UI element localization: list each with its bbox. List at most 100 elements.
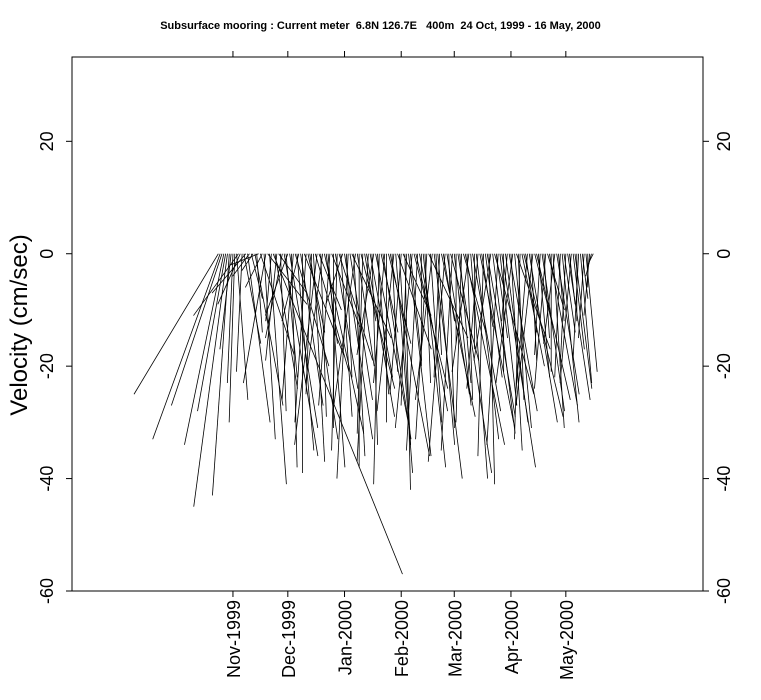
velocity-stick [400, 253, 408, 406]
velocity-stick [281, 253, 300, 322]
velocity-stick [356, 253, 375, 367]
velocity-stick [451, 253, 470, 372]
velocity-stick [523, 253, 564, 417]
velocity-stick [364, 253, 377, 322]
y-tick-label-right: -20 [714, 353, 734, 379]
velocity-stick [448, 253, 455, 429]
x-axis: Nov-1999 Dec-1999 Jan-2000 Feb-2000 Mar-2000… [224, 51, 577, 680]
velocity-stick [488, 253, 496, 485]
velocity-stick [427, 253, 446, 462]
velocity-stick [325, 253, 344, 305]
velocity-stick [404, 253, 411, 490]
velocity-stick [406, 253, 419, 451]
velocity-stick [559, 253, 567, 367]
velocity-stick [408, 253, 432, 457]
velocity-stick [525, 253, 538, 333]
velocity-stick [283, 253, 319, 457]
velocity-stick [336, 253, 349, 479]
y-axis-right: -60 -40 -20 0 20 [703, 131, 734, 604]
velocity-stick [547, 253, 565, 311]
velocity-stick [375, 253, 410, 429]
velocity-stick [437, 253, 456, 445]
x-tick-label: Dec-1999 [279, 600, 299, 678]
velocity-stick [515, 253, 528, 389]
velocity-stick [373, 253, 386, 384]
velocity-stick [197, 253, 227, 412]
velocity-stick [294, 253, 307, 423]
velocity-stick [536, 253, 571, 400]
velocity-stick [534, 253, 541, 355]
velocity-stick [236, 253, 249, 400]
velocity-stick [152, 253, 221, 440]
velocity-stick [559, 253, 572, 384]
velocity-stick [415, 253, 433, 400]
velocity-stick [486, 253, 516, 417]
velocity-stick [269, 253, 287, 485]
velocity-stick [413, 253, 449, 389]
velocity-stick [528, 253, 558, 423]
velocity-stick [305, 253, 323, 384]
velocity-stick [230, 253, 259, 266]
x-tick-label: Nov-1999 [224, 600, 244, 678]
velocity-stick [281, 253, 294, 400]
y-tick-label-right: -60 [714, 578, 734, 604]
velocity-stick [274, 253, 298, 389]
y-tick-label-right: 20 [714, 131, 734, 151]
velocity-stick [455, 253, 462, 423]
velocity-stick [572, 253, 585, 350]
velocity-stick [391, 253, 399, 372]
velocity-stick [495, 253, 508, 339]
velocity-stick [236, 253, 243, 372]
velocity-stick [473, 253, 492, 361]
velocity-stick [171, 253, 223, 406]
stick-vectors [133, 253, 598, 575]
velocity-stick [265, 253, 272, 322]
velocity-stick [133, 253, 219, 395]
velocity-stick [585, 253, 592, 277]
velocity-stick [472, 253, 502, 412]
velocity-stick [247, 253, 271, 423]
velocity-stick [193, 253, 239, 316]
velocity-stick [578, 253, 585, 339]
velocity-stick [263, 253, 276, 440]
velocity-stick [294, 253, 318, 445]
y-tick-label: -20 [37, 353, 57, 379]
velocity-stick [446, 253, 470, 395]
velocity-stick [561, 253, 580, 423]
velocity-stick [477, 253, 484, 457]
y-tick-label: 0 [37, 249, 57, 259]
velocity-stick [433, 253, 463, 479]
velocity-stick [428, 253, 469, 339]
velocity-stick [537, 253, 551, 378]
x-tick-label: Mar-2000 [445, 600, 465, 677]
velocity-stick [244, 253, 263, 288]
y-tick-label: -40 [37, 466, 57, 492]
velocity-stick [453, 253, 472, 406]
velocity-stick [554, 253, 561, 378]
velocity-stick [580, 253, 593, 384]
velocity-stick [543, 253, 556, 344]
velocity-stick [495, 253, 514, 384]
velocity-stick [389, 253, 402, 395]
velocity-stick [371, 253, 378, 445]
velocity-stick [530, 253, 538, 361]
velocity-stick [389, 253, 430, 457]
velocity-stick [486, 253, 499, 445]
velocity-stick [382, 253, 412, 440]
velocity-stick [356, 253, 364, 434]
velocity-stick [376, 253, 395, 412]
velocity-stick [272, 253, 403, 575]
velocity-stick [508, 253, 538, 412]
x-tick-label: May-2000 [557, 600, 577, 680]
velocity-stick [289, 253, 319, 429]
y-tick-label: -60 [37, 578, 57, 604]
velocity-stick [334, 253, 359, 389]
velocity-stick [228, 253, 236, 423]
velocity-stick [572, 253, 580, 361]
velocity-stick [548, 253, 578, 406]
velocity-stick [226, 253, 234, 384]
velocity-stick [435, 253, 442, 355]
velocity-stick [285, 253, 298, 378]
velocity-stick [494, 253, 535, 395]
